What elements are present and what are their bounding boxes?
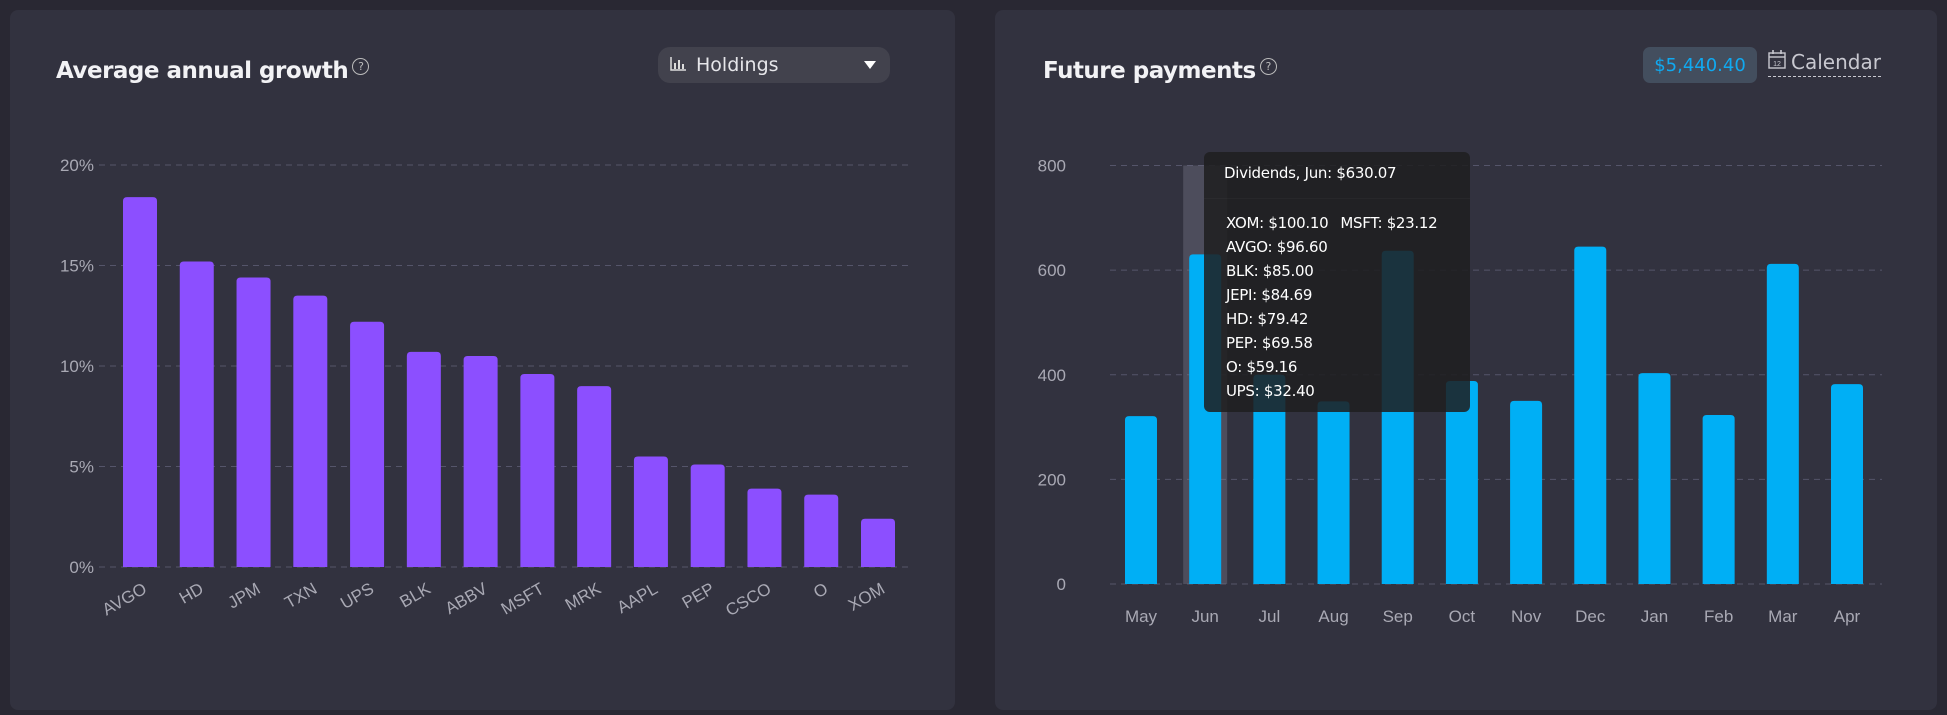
payments-ytick-label: 800 xyxy=(1038,157,1066,176)
tooltip-row: BLK: $85.00 xyxy=(1226,262,1314,280)
payments-xtick-label: Jun xyxy=(1191,607,1218,626)
payments-bar-dec xyxy=(1574,246,1607,584)
growth-xtick-label: HD xyxy=(176,579,207,608)
help-icon[interactable]: ? xyxy=(352,58,370,75)
payments-xtick-label: Sep xyxy=(1383,607,1413,626)
growth-xtick-label: XOM xyxy=(845,579,888,615)
payments-bar-nov xyxy=(1510,400,1543,584)
total-payments-badge: $5,440.40 xyxy=(1643,47,1757,83)
payments-ytick-label: 400 xyxy=(1038,366,1066,385)
calendar-link[interactable]: 12 Calendar xyxy=(1768,50,1881,77)
payments-ytick-label: 600 xyxy=(1038,261,1066,280)
payments-bar-mar xyxy=(1766,263,1799,584)
payments-bar-apr xyxy=(1831,384,1863,584)
growth-bar-ups xyxy=(350,321,385,567)
growth-xtick-label: UPS xyxy=(337,579,377,613)
growth-xtick-label: TXN xyxy=(281,579,320,612)
payments-title-text: Future payments xyxy=(1043,58,1256,84)
payments-xtick-label: Nov xyxy=(1511,607,1542,626)
growth-bar-aapl xyxy=(633,456,668,567)
payments-bar-jan xyxy=(1638,373,1671,584)
tooltip-row: UPS: $32.40 xyxy=(1226,382,1315,400)
growth-bar-blk xyxy=(406,351,441,567)
payments-xtick-label: Dec xyxy=(1575,607,1606,626)
growth-ytick-label: 20% xyxy=(60,156,94,175)
bar-chart-icon xyxy=(670,54,686,76)
tooltip-row: JEPI: $84.69 xyxy=(1226,286,1313,304)
payments-ytick-label: 0 xyxy=(1057,575,1066,594)
growth-xtick-label: O xyxy=(810,579,831,602)
growth-xtick-label: MRK xyxy=(562,579,605,615)
payments-xtick-label: Oct xyxy=(1449,607,1476,626)
growth-bar-avgo xyxy=(123,197,157,567)
holdings-dropdown[interactable]: Holdings xyxy=(658,47,890,83)
payments-bar-aug xyxy=(1317,401,1350,584)
growth-title-text: Average annual growth xyxy=(56,58,349,84)
payments-xtick-label: Jul xyxy=(1258,607,1280,626)
tooltip-row: PEP: $69.58 xyxy=(1226,334,1313,352)
growth-bar-jpm xyxy=(236,277,271,567)
tooltip-item: MSFT: $23.12 xyxy=(1340,214,1438,232)
help-icon[interactable]: ? xyxy=(1259,58,1277,75)
tooltip-row: AVGO: $96.60 xyxy=(1226,238,1328,256)
tooltip-row: XOM: $100.10 MSFT: $23.12 xyxy=(1226,211,1450,235)
dropdown-selected: Holdings xyxy=(696,54,779,76)
tooltip-rows: XOM: $100.10 MSFT: $23.12 AVGO: $96.60 BL… xyxy=(1204,199,1470,403)
payments-title: Future payments? xyxy=(1043,58,1277,84)
growth-xtick-label: PEP xyxy=(679,579,718,612)
growth-ytick-label: 15% xyxy=(60,257,94,276)
growth-xtick-label: AVGO xyxy=(99,579,150,619)
chart-tooltip: Dividends, Jun: $630.07 XOM: $100.10 MSFT… xyxy=(1204,152,1470,412)
growth-bar-o xyxy=(804,494,839,567)
payments-xtick-label: Apr xyxy=(1834,607,1861,626)
growth-xtick-label: JPM xyxy=(225,579,264,612)
growth-ytick-label: 5% xyxy=(69,458,94,477)
growth-bar-mrk xyxy=(577,386,612,567)
chevron-down-icon xyxy=(864,61,876,69)
growth-bar-csco xyxy=(747,488,782,567)
growth-title: Average annual growth? xyxy=(56,58,370,84)
growth-bar-hd xyxy=(179,261,214,567)
growth-xtick-label: MSFT xyxy=(498,579,548,619)
svg-text:12: 12 xyxy=(1773,61,1781,68)
payments-xtick-label: Jan xyxy=(1641,607,1668,626)
payments-bar-feb xyxy=(1702,415,1735,584)
payments-xtick-label: May xyxy=(1125,607,1158,626)
payments-xtick-label: Mar xyxy=(1768,607,1798,626)
tooltip-row: HD: $79.42 xyxy=(1226,310,1309,328)
tooltip-header: Dividends, Jun: $630.07 xyxy=(1204,152,1470,199)
growth-bar-pep xyxy=(690,464,725,567)
growth-bar-abbv xyxy=(463,355,498,567)
growth-xtick-label: BLK xyxy=(397,579,435,612)
growth-ytick-label: 0% xyxy=(69,558,94,577)
payments-bar-oct xyxy=(1445,381,1478,584)
growth-bar-txn xyxy=(293,295,328,567)
growth-bar-msft xyxy=(520,374,555,567)
payments-ytick-label: 200 xyxy=(1038,470,1066,489)
growth-bar-xom xyxy=(861,518,895,567)
payments-xtick-label: Aug xyxy=(1318,607,1348,626)
tooltip-row: O: $59.16 xyxy=(1226,358,1298,376)
payments-xtick-label: Feb xyxy=(1704,607,1733,626)
tooltip-item: XOM: $100.10 xyxy=(1226,214,1329,232)
payments-bar-may xyxy=(1125,416,1157,584)
growth-ytick-label: 10% xyxy=(60,357,94,376)
calendar-icon: 12 xyxy=(1768,50,1786,74)
growth-xtick-label: AAPL xyxy=(614,579,661,617)
calendar-label: Calendar xyxy=(1791,50,1881,74)
payments-bar-jul xyxy=(1253,374,1286,584)
growth-xtick-label: CSCO xyxy=(722,579,774,620)
growth-xtick-label: ABBV xyxy=(442,579,491,618)
